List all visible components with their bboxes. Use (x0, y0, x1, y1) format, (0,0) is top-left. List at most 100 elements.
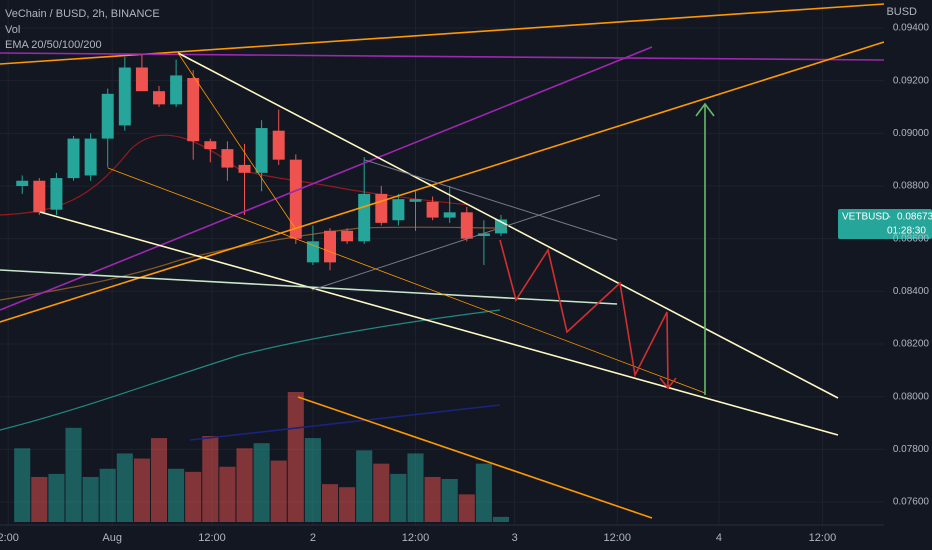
candle-body (392, 199, 405, 221)
volume-bar (441, 479, 458, 522)
candle-body (306, 241, 319, 263)
candle-body (187, 78, 200, 142)
candle-body (153, 91, 166, 105)
wedge-lower (39, 211, 839, 436)
volume-bar (133, 458, 150, 522)
ema-200 (189, 404, 501, 441)
trend-line (0, 41, 885, 323)
ema-label: EMA 20/50/100/200 (5, 39, 102, 51)
x-tick-label: 12:00 (198, 532, 226, 544)
candles (16, 54, 507, 271)
chart-title: VeChain / BUSD, 2h, BINANCE (5, 8, 160, 20)
volume-bar (270, 460, 287, 522)
arrow-head (695, 102, 715, 117)
volume-bar (219, 466, 236, 522)
x-tick-label: Aug (102, 532, 122, 544)
candle-body (495, 219, 507, 234)
y-tick-label: 0.07800 (893, 444, 930, 455)
candle-body (272, 130, 285, 160)
candle-body (204, 141, 217, 150)
y-tick-label: 0.08600 (893, 233, 930, 244)
volume-bar (150, 438, 168, 522)
y-tick-label: 0.08400 (893, 286, 930, 297)
drawings (0, 3, 885, 519)
y-tick-label: 0.09000 (893, 128, 930, 139)
y-tick-label: 0.08000 (893, 391, 930, 402)
x-tick-label: 2 (310, 532, 316, 544)
trend-line (0, 46, 653, 311)
volume-bar (339, 487, 356, 522)
volume-bar (321, 484, 339, 522)
trend-line (311, 194, 601, 291)
candle-body (460, 212, 473, 239)
candle-body (409, 199, 422, 202)
currency: BUSD (886, 6, 917, 18)
volume-bar (407, 453, 424, 522)
candle-body (135, 67, 148, 92)
candle-body (33, 180, 46, 213)
y-tick-label: 0.09400 (893, 23, 930, 34)
candle-body (324, 230, 336, 263)
volume-bar (202, 436, 219, 522)
trend-line (364, 159, 618, 241)
countdown: 01:28:30 (887, 226, 926, 237)
volume-bar (304, 438, 321, 522)
symbol: VETBUSD (842, 212, 889, 223)
y-tick-label: 0.08800 (893, 181, 930, 192)
price-axis (884, 0, 932, 550)
volume-bar (424, 476, 441, 522)
candle-body (358, 193, 371, 242)
projection-path (499, 239, 669, 388)
trend-line (177, 52, 296, 229)
candle-body (50, 178, 63, 210)
y-tick-label: 0.08200 (893, 339, 930, 350)
volume-bar (458, 494, 475, 522)
y-tick-label: 0.07600 (893, 497, 930, 508)
x-tick-label: 12:00 (402, 532, 430, 544)
candle-body (255, 128, 268, 173)
candle-body (16, 180, 29, 186)
volume-pane (14, 392, 510, 522)
x-tick-label: 4 (716, 532, 722, 544)
trend-line (0, 52, 885, 61)
x-tick-label: 3 (512, 532, 518, 544)
volume-bar (31, 476, 48, 522)
x-tick-label: 2:00 (0, 532, 19, 544)
trend-line (297, 396, 653, 519)
candle-body (289, 159, 302, 239)
candle-body (101, 93, 114, 139)
volume-bar (356, 450, 373, 522)
volume-bar (14, 448, 31, 522)
ema-50 (0, 226, 501, 301)
vol-label: Vol (5, 24, 20, 36)
separator: · (888, 212, 891, 223)
candle-body (477, 233, 490, 237)
volume-bar (48, 473, 65, 522)
volume-bar (373, 463, 390, 522)
candle-body (118, 67, 131, 126)
volume-bar (116, 453, 133, 522)
trend-line (0, 269, 618, 305)
trend-line (107, 167, 706, 394)
candle-body (341, 230, 354, 242)
volume-bar (492, 516, 510, 522)
volume-bar (168, 468, 185, 522)
volume-bar (185, 471, 202, 522)
volume-bar (287, 392, 304, 522)
candle-body (443, 212, 456, 218)
y-tick-label: 0.09200 (893, 75, 930, 86)
x-tick-label: 12:00 (603, 532, 631, 544)
ema-100 (0, 309, 501, 431)
volume-bar (236, 448, 253, 522)
candle-body (221, 149, 234, 168)
candle-body (67, 138, 80, 179)
candle-body (170, 75, 183, 105)
candle-body (375, 193, 388, 223)
price-tag (838, 209, 932, 239)
candle-body (426, 201, 439, 218)
candle-body (238, 164, 251, 173)
volume-bar (475, 463, 492, 522)
x-tick-label: 12:00 (809, 532, 837, 544)
arrow-head (659, 377, 677, 390)
